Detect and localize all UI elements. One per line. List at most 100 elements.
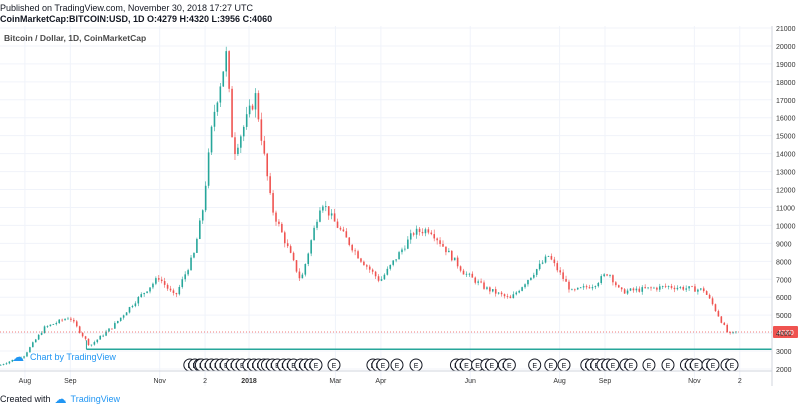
candle-body — [462, 270, 465, 275]
candle-body — [711, 298, 714, 305]
earnings-event-icon[interactable]: E — [502, 358, 516, 372]
candle-body — [638, 288, 641, 292]
candle-body — [34, 339, 37, 343]
earnings-event-icon[interactable]: E — [706, 358, 720, 372]
earnings-event-icon[interactable]: E — [327, 358, 341, 372]
candle-body — [659, 286, 661, 290]
earnings-event-icon[interactable]: E — [485, 358, 499, 372]
footer-credit[interactable]: Created with ☁ TradingView — [0, 392, 121, 406]
earnings-event-icon[interactable]: E — [642, 358, 656, 372]
candle-body — [673, 287, 676, 290]
candle-body — [538, 263, 541, 270]
candle-body — [155, 278, 157, 284]
earnings-event-icon[interactable]: E — [689, 358, 703, 372]
tradingview-link[interactable]: TradingView — [70, 394, 121, 404]
candle-body — [322, 206, 324, 211]
candle-body — [506, 296, 509, 297]
candle-body — [489, 287, 491, 292]
candle-body — [556, 263, 559, 271]
candle-body — [568, 281, 570, 290]
candle-body — [653, 287, 655, 289]
candle-body — [336, 221, 339, 228]
candle-body — [518, 290, 520, 293]
candle-body — [626, 290, 629, 294]
x-tick-label: Nov — [688, 378, 701, 385]
candle-body — [597, 282, 600, 287]
earnings-event-icon[interactable]: E — [624, 358, 638, 372]
candle-body — [116, 320, 119, 324]
candle-body — [90, 344, 93, 346]
candle-body — [58, 319, 60, 323]
earnings-event-icon[interactable]: E — [725, 358, 739, 372]
event-glyph: E — [666, 363, 671, 370]
candle-body — [131, 306, 134, 308]
time-axis[interactable]: Aug Sep Nov 2 2018 Mar Apr Jun Aug Sep Nov 2 — [0, 370, 772, 385]
candle-body — [676, 287, 679, 290]
candle-body — [708, 294, 711, 299]
earnings-event-icon[interactable]: E — [409, 358, 423, 372]
candle-body — [644, 287, 646, 289]
candle-body — [371, 269, 374, 272]
candle-body — [527, 280, 529, 285]
candle-body — [199, 220, 201, 239]
candle-body — [52, 324, 55, 325]
candle-body — [289, 246, 292, 253]
candle-body — [190, 257, 192, 271]
event-glyph: E — [464, 363, 469, 370]
chart-watermark[interactable]: ☁ Chart by TradingView — [12, 350, 116, 364]
candle-body — [544, 256, 547, 263]
candle-body — [67, 318, 69, 320]
candle-body — [685, 288, 687, 290]
published-note: Published on TradingView.com, November 3… — [0, 3, 253, 13]
candle-body — [169, 288, 172, 291]
candle-body — [629, 288, 632, 291]
tradingview-cloud-icon: ☁ — [12, 350, 24, 364]
candle-body — [222, 71, 225, 87]
x-tick-label: Nov — [153, 378, 166, 385]
tradingview-logo-icon: ☁ — [54, 392, 67, 406]
candle-body — [363, 261, 365, 266]
candle-body — [650, 287, 652, 289]
candle-body — [234, 137, 236, 155]
candle-body — [623, 289, 626, 294]
plot-background — [0, 26, 772, 386]
candle-body — [269, 176, 271, 194]
event-glyph: E — [489, 363, 494, 370]
candle-body — [242, 126, 245, 137]
candle-body — [193, 252, 195, 258]
candle-body — [732, 331, 734, 333]
candle-body — [483, 282, 485, 289]
candle-body — [181, 279, 184, 287]
candle-body — [723, 322, 726, 325]
price-axis[interactable]: 21000 20000 19000 18000 17000 16000 15000 14000… — [771, 26, 796, 386]
earnings-event-icon[interactable]: E — [390, 358, 404, 372]
event-glyph: E — [414, 363, 419, 370]
candle-body — [40, 333, 43, 335]
candle-body — [594, 286, 597, 288]
candle-body — [442, 244, 444, 247]
earnings-event-icon[interactable]: E — [459, 358, 473, 372]
candle-body — [187, 270, 189, 275]
candle-body — [172, 290, 175, 294]
candle-body — [436, 238, 438, 241]
x-tick-label: Apr — [375, 378, 387, 385]
y-tick-label: 13000 — [776, 170, 796, 177]
y-tick-label: 12000 — [776, 188, 796, 195]
earnings-event-icon[interactable]: E — [376, 358, 390, 372]
y-tick-label: 2000 — [776, 367, 792, 374]
earnings-event-icon[interactable]: E — [661, 358, 675, 372]
earnings-event-icon[interactable]: E — [544, 358, 558, 372]
candle-body — [348, 237, 351, 245]
earnings-event-icon[interactable]: E — [606, 358, 620, 372]
candle-body — [380, 279, 383, 281]
y-tick-label: 7000 — [776, 277, 792, 284]
candle-body — [398, 252, 400, 260]
earnings-event-icon[interactable]: E — [309, 358, 323, 372]
candles — [0, 46, 737, 366]
price-chart[interactable]: EEEEEEEEEEEEEEEEEEEEEEEEEEEEEEEEEEEEEEEE… — [0, 26, 800, 386]
earnings-event-icon[interactable]: E — [557, 358, 571, 372]
candle-body — [694, 286, 696, 292]
candle-body — [152, 283, 154, 288]
earnings-event-icon[interactable]: E — [528, 358, 542, 372]
candle-body — [615, 282, 617, 286]
